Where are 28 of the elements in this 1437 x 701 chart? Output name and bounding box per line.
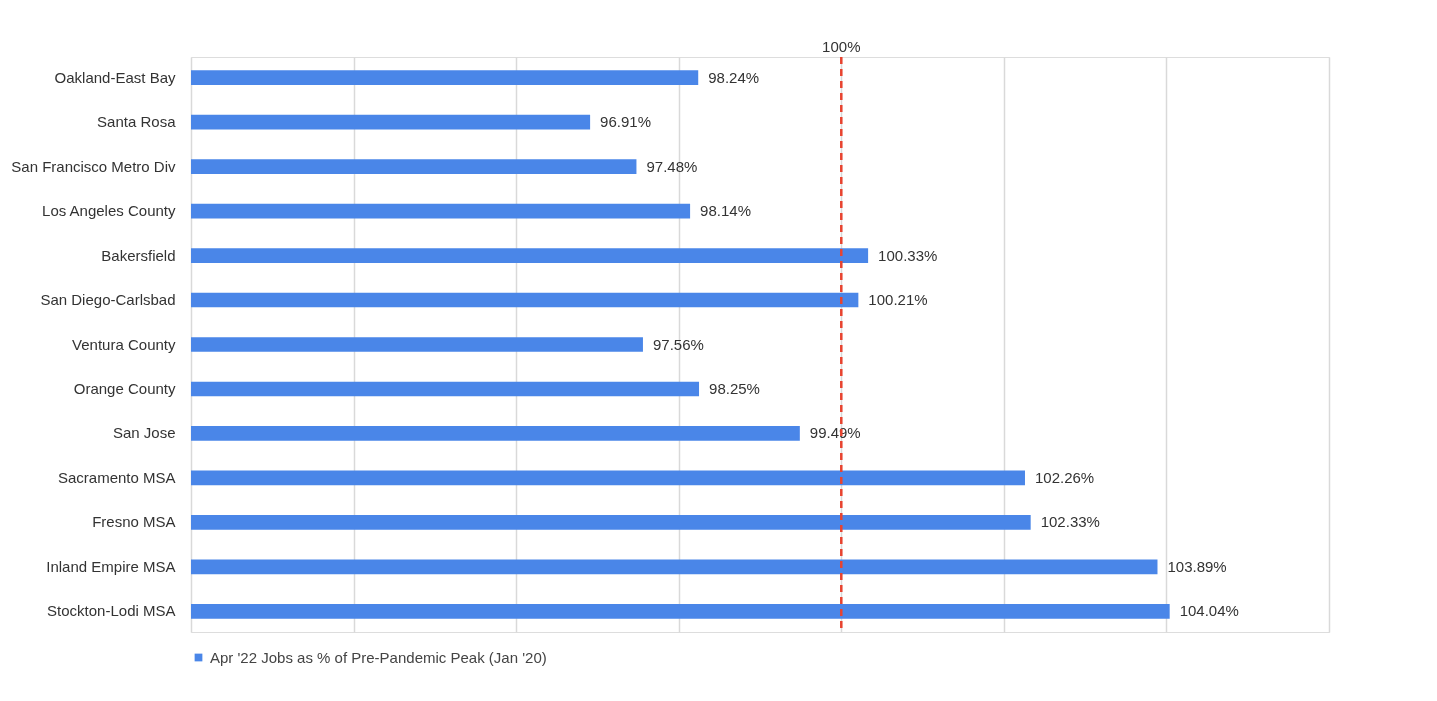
data-label: 100.33% xyxy=(878,246,938,264)
data-label: 102.33% xyxy=(1040,513,1100,531)
data-label: 98.24% xyxy=(708,68,760,86)
data-label: 98.14% xyxy=(700,202,751,220)
data-label: 97.56% xyxy=(652,335,704,353)
data-label: 96.91% xyxy=(600,113,651,131)
data-label: 102.26% xyxy=(1034,468,1095,486)
y-tick-label: Ventura County xyxy=(72,335,176,353)
y-tick-label: Orange County xyxy=(73,379,176,397)
data-label: 100.21% xyxy=(868,291,928,309)
ref-line-label: 100% xyxy=(822,38,861,55)
y-tick-label: Oakland-East Bay xyxy=(54,68,176,86)
y-tick-label: San Francisco Metro Div xyxy=(11,157,176,175)
data-label: 104.04% xyxy=(1179,602,1239,620)
y-tick-label: Stockton-Lodi MSA xyxy=(47,602,176,620)
y-tick-label: Inland Empire MSA xyxy=(46,557,176,575)
data-label: 99.49% xyxy=(809,424,861,442)
y-tick-label: Los Angeles County xyxy=(42,202,176,220)
y-tick-label: San Jose xyxy=(112,424,176,442)
y-tick-label: Santa Rosa xyxy=(97,113,177,131)
data-label: 98.25% xyxy=(709,379,760,397)
y-tick-label: Fresno MSA xyxy=(92,513,176,531)
y-tick-label: Bakersfield xyxy=(101,246,176,264)
y-tick-label: San Diego-Carlsbad xyxy=(40,291,176,309)
legend-label: Apr '22 Jobs as % of Pre-Pandemic Peak (Jan '20) xyxy=(210,648,547,666)
data-label: 97.48% xyxy=(646,157,698,175)
data-label: 103.89% xyxy=(1167,557,1227,575)
y-tick-label: Sacramento MSA xyxy=(57,468,176,486)
